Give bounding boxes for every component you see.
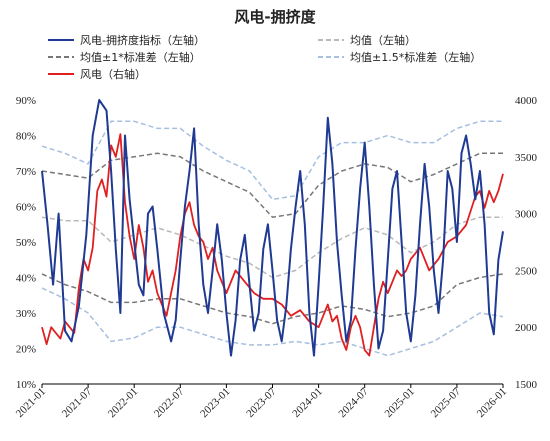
y-left-tick-label: 60% — [16, 202, 36, 214]
x-axis: 2021-01 2021-07 2022-01 2022-07 2023-01 2023-… — [14, 384, 509, 420]
series-line-4 — [41, 120, 503, 201]
x-tick-label: 2026-01 — [475, 386, 509, 420]
legend-label: 均值±1.5*标准差（左轴） — [350, 50, 481, 64]
series-line-6 — [41, 133, 504, 357]
x-tick-label: 2025-01 — [383, 386, 417, 420]
chart-title: 风电-拥挤度 — [234, 8, 316, 26]
y-right-tick-label: 2500 — [515, 265, 538, 277]
y-right-tick-label: 2000 — [515, 322, 538, 334]
legend: 风电-拥挤度指标（左轴） 均值（左轴） 均值±1*标准差（左轴） 均值±1.5*标准差… — [48, 33, 481, 81]
y-right-tick-label: 3500 — [515, 152, 538, 164]
y-left-axis: 10% 20% 30% 40% 50% 60% 70% 80% 90% — [16, 95, 36, 391]
plot-area — [41, 99, 504, 357]
legend-label: 风电-拥挤度指标（左轴） — [80, 33, 205, 47]
y-left-tick-label: 90% — [16, 95, 36, 107]
y-right-tick-label: 1500 — [515, 379, 538, 391]
x-tick-label: 2021-07 — [60, 385, 95, 420]
y-left-tick-label: 40% — [16, 273, 36, 285]
y-left-tick-label: 70% — [16, 166, 36, 178]
x-tick-label: 2022-07 — [152, 385, 187, 420]
y-left-tick-label: 50% — [16, 237, 36, 249]
series-line-5 — [41, 287, 504, 357]
x-tick-label: 2025-07 — [429, 385, 464, 420]
y-right-tick-label: 3000 — [515, 209, 538, 221]
series-line-0 — [41, 99, 504, 357]
x-tick-label: 2022-01 — [106, 386, 140, 420]
legend-label: 均值±1*标准差（左轴） — [80, 50, 201, 64]
y-left-tick-label: 10% — [16, 379, 36, 391]
x-tick-label: 2024-07 — [336, 385, 371, 420]
y-right-tick-label: 4000 — [515, 95, 538, 107]
x-tick-label: 2023-07 — [244, 385, 279, 420]
x-tick-label: 2023-01 — [198, 386, 232, 420]
y-left-tick-label: 20% — [16, 344, 36, 356]
legend-label: 风电（右轴） — [80, 67, 146, 81]
y-right-axis: 1500 2000 2500 3000 3500 4000 — [515, 95, 538, 391]
x-tick-label: 2024-01 — [290, 386, 324, 420]
y-left-tick-label: 80% — [16, 131, 36, 143]
legend-label: 均值（左轴） — [350, 33, 416, 47]
y-left-tick-label: 30% — [16, 308, 36, 320]
